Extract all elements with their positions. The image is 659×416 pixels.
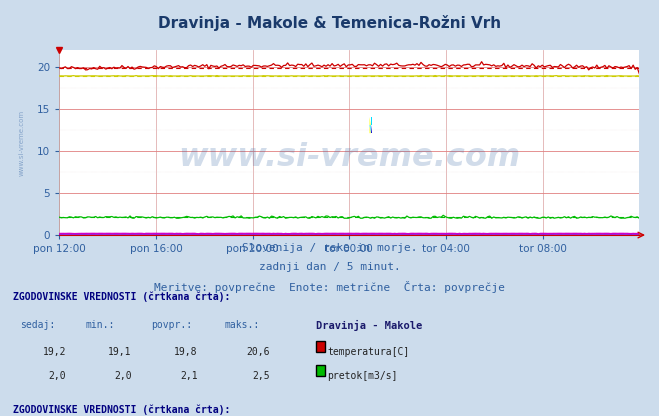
Text: Dravinja - Makole: Dravinja - Makole <box>316 320 422 332</box>
Text: Slovenija / reke in morje.: Slovenija / reke in morje. <box>242 243 417 253</box>
Text: 19,2: 19,2 <box>42 347 66 357</box>
Text: min.:: min.: <box>86 320 115 330</box>
Text: Meritve: povprečne  Enote: metrične  Črta: povprečje: Meritve: povprečne Enote: metrične Črta:… <box>154 281 505 293</box>
Text: ZGODOVINSKE VREDNOSTI (črtkana črta):: ZGODOVINSKE VREDNOSTI (črtkana črta): <box>13 291 231 302</box>
Text: ZGODOVINSKE VREDNOSTI (črtkana črta):: ZGODOVINSKE VREDNOSTI (črtkana črta): <box>13 405 231 415</box>
Text: 19,8: 19,8 <box>174 347 198 357</box>
Text: temperatura[C]: temperatura[C] <box>328 347 410 357</box>
Text: Dravinja - Makole & Temenica-Rožni Vrh: Dravinja - Makole & Temenica-Rožni Vrh <box>158 15 501 30</box>
Text: 2,0: 2,0 <box>114 371 132 381</box>
Text: povpr.:: povpr.: <box>152 320 192 330</box>
Text: 19,1: 19,1 <box>108 347 132 357</box>
Text: pretok[m3/s]: pretok[m3/s] <box>328 371 398 381</box>
Text: maks.:: maks.: <box>224 320 259 330</box>
Text: 2,5: 2,5 <box>252 371 270 381</box>
Text: zadnji dan / 5 minut.: zadnji dan / 5 minut. <box>258 262 401 272</box>
Text: 2,1: 2,1 <box>180 371 198 381</box>
Text: www.si-vreme.com: www.si-vreme.com <box>18 109 24 176</box>
Text: sedaj:: sedaj: <box>20 320 55 330</box>
Text: www.si-vreme.com: www.si-vreme.com <box>178 142 521 173</box>
Text: 2,0: 2,0 <box>48 371 66 381</box>
Text: 20,6: 20,6 <box>246 347 270 357</box>
